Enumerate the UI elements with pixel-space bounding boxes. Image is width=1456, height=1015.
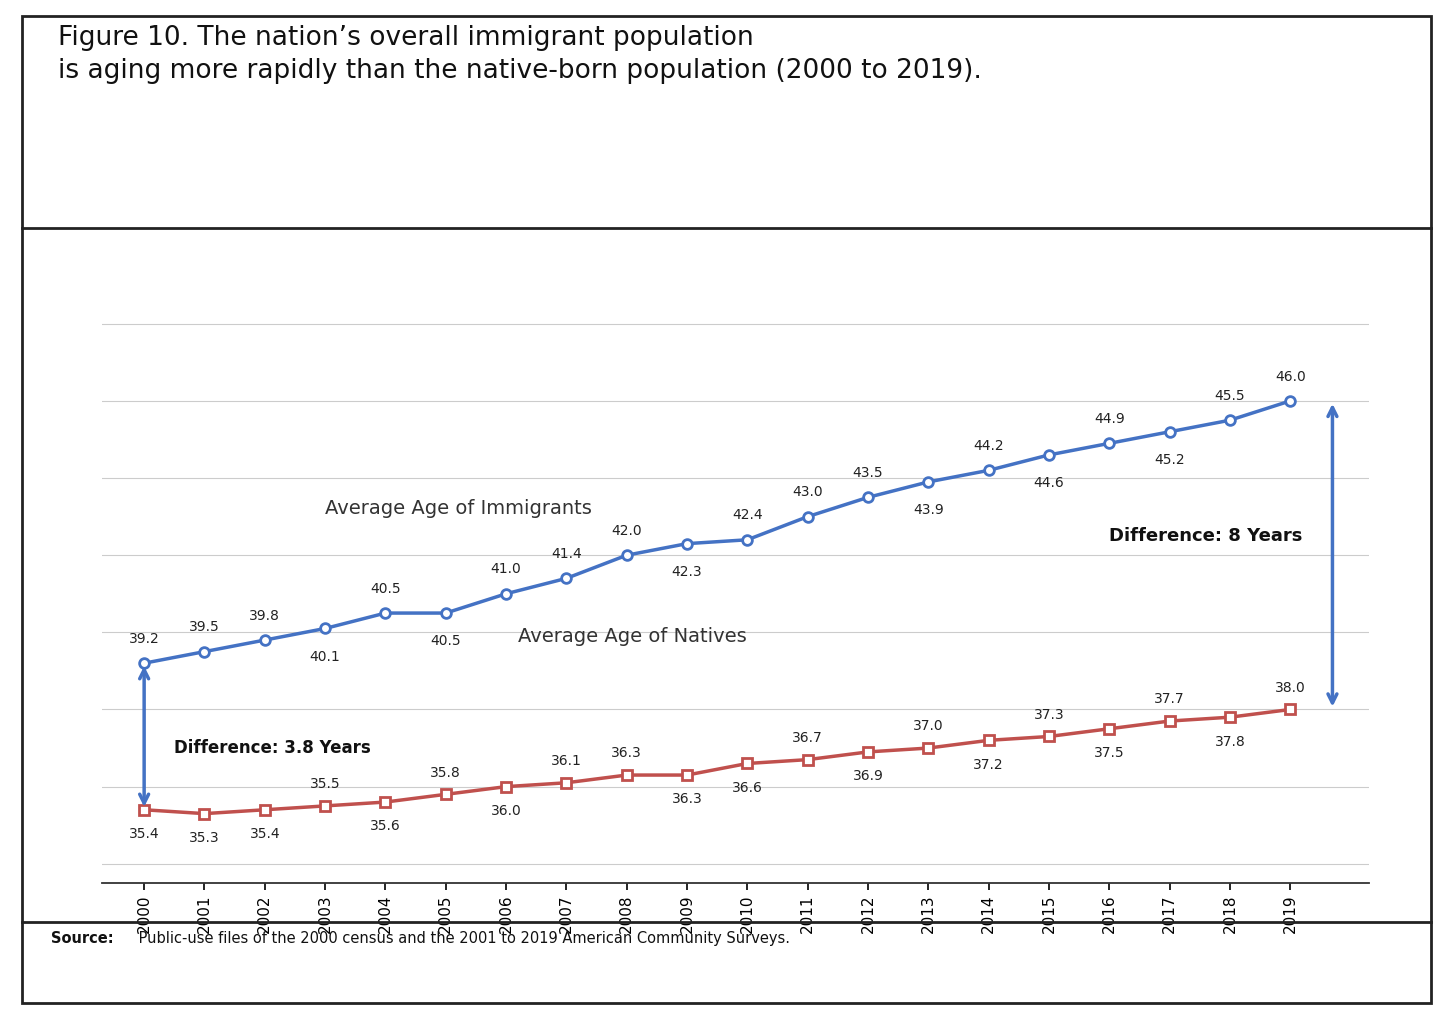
Text: 46.0: 46.0 — [1275, 369, 1306, 384]
Text: 42.3: 42.3 — [671, 565, 702, 579]
Text: Difference: 3.8 Years: Difference: 3.8 Years — [175, 739, 371, 757]
Text: 44.9: 44.9 — [1093, 412, 1124, 426]
Text: 37.0: 37.0 — [913, 720, 943, 734]
Text: 39.5: 39.5 — [189, 620, 220, 634]
Text: 38.0: 38.0 — [1275, 681, 1306, 695]
Text: 40.5: 40.5 — [370, 582, 400, 596]
Text: 36.1: 36.1 — [550, 754, 582, 768]
Text: 37.3: 37.3 — [1034, 707, 1064, 722]
Text: Average Age of Immigrants: Average Age of Immigrants — [325, 499, 593, 519]
Text: Difference: 8 Years: Difference: 8 Years — [1109, 527, 1303, 545]
Text: 35.3: 35.3 — [189, 831, 220, 844]
Text: 35.5: 35.5 — [310, 777, 341, 792]
Text: Source:: Source: — [51, 931, 114, 946]
Text: 35.4: 35.4 — [249, 827, 280, 841]
Text: 37.5: 37.5 — [1093, 746, 1124, 760]
Text: 35.6: 35.6 — [370, 819, 400, 833]
Text: Figure 10. The nation’s overall immigrant population
is aging more rapidly than : Figure 10. The nation’s overall immigran… — [58, 25, 983, 84]
Text: 36.6: 36.6 — [732, 781, 763, 795]
Text: 36.0: 36.0 — [491, 804, 521, 818]
Text: Average Age of Natives: Average Age of Natives — [518, 626, 747, 646]
Text: 39.2: 39.2 — [128, 632, 160, 646]
Text: 43.0: 43.0 — [792, 485, 823, 499]
Text: 40.5: 40.5 — [431, 634, 462, 649]
Text: 45.5: 45.5 — [1214, 389, 1245, 403]
Text: 40.1: 40.1 — [310, 650, 341, 664]
Text: 45.2: 45.2 — [1155, 453, 1185, 467]
Text: 36.3: 36.3 — [671, 793, 702, 806]
Text: 37.7: 37.7 — [1155, 692, 1185, 706]
Text: 36.7: 36.7 — [792, 731, 823, 745]
Text: 44.2: 44.2 — [973, 439, 1005, 453]
Text: 37.2: 37.2 — [973, 758, 1005, 771]
Text: Public-use files of the 2000 census and the 2001 to 2019 American Community Surv: Public-use files of the 2000 census and … — [134, 931, 791, 946]
Text: 42.4: 42.4 — [732, 509, 763, 523]
Text: 36.9: 36.9 — [853, 769, 884, 784]
Text: 43.5: 43.5 — [853, 466, 884, 480]
Text: 44.6: 44.6 — [1034, 476, 1064, 490]
Text: 37.8: 37.8 — [1214, 735, 1245, 748]
Text: 35.4: 35.4 — [128, 827, 160, 841]
Text: 35.8: 35.8 — [431, 765, 462, 780]
Text: 42.0: 42.0 — [612, 524, 642, 538]
Text: 39.8: 39.8 — [249, 609, 280, 623]
Text: 41.4: 41.4 — [550, 547, 582, 561]
Text: 41.0: 41.0 — [491, 562, 521, 577]
Text: 36.3: 36.3 — [612, 746, 642, 760]
Text: 43.9: 43.9 — [913, 503, 943, 517]
